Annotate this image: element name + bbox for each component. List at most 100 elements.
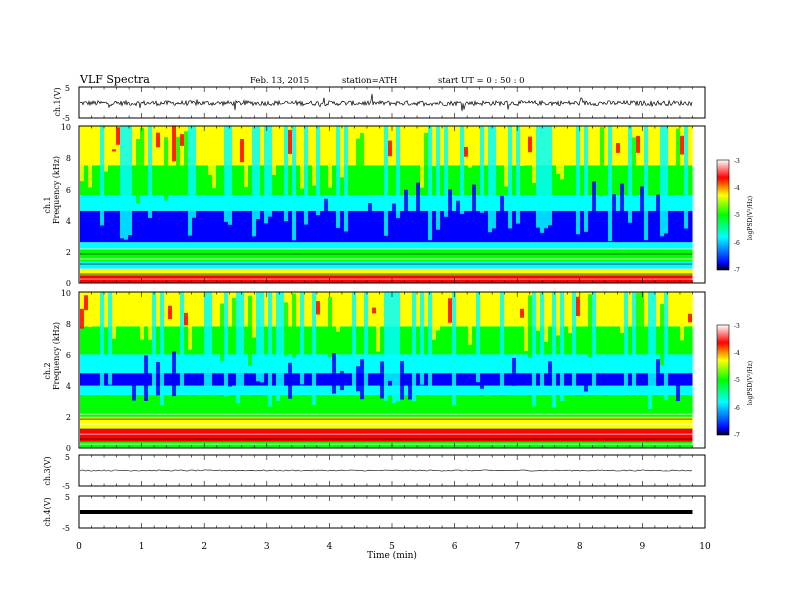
cb1-tick-4: -4 [734, 185, 740, 192]
ch2-spec-column [108, 292, 112, 385]
ch2-spec-column [228, 376, 232, 387]
ch2-spec-band [80, 394, 693, 417]
ch1-spec-line [80, 253, 693, 255]
ch1-spec-column [168, 126, 172, 162]
ch1-spec-column [172, 126, 176, 162]
ch2-spec-column [664, 292, 668, 400]
ch1-spec-column [368, 203, 372, 222]
ch1-spec-column [188, 126, 192, 236]
ch2-spec-column [352, 292, 356, 392]
ch2-spec-column [636, 292, 640, 351]
ch2-spec-column [660, 304, 664, 366]
ch1-spec-column [608, 126, 612, 241]
ch2-spec-column [556, 292, 560, 336]
ch1-colorbar-gradient [716, 159, 730, 271]
ch2-spec-column [592, 292, 596, 392]
ch2-spec-column [560, 292, 564, 401]
cb1-tick-3: -3 [734, 158, 740, 165]
ch2-spec-column [188, 292, 192, 350]
ch1-spec-band [80, 242, 693, 249]
ch2-spec-column [300, 292, 304, 385]
ch4-waveform-ylabel: ch.4(V) [43, 497, 52, 526]
ch1-spec-column [312, 126, 316, 186]
ch2-spec-column [656, 359, 660, 386]
ch2-spec-column [132, 377, 136, 401]
ch1-spec-column [620, 183, 624, 222]
ch1-spec-column [520, 126, 524, 167]
ch2-spec-column [376, 292, 380, 352]
ch1-waveform-ylabel: ch.1(V) [53, 87, 62, 116]
ch1-spec-column [112, 149, 116, 152]
ch1-spec-column [384, 126, 388, 236]
cb2-tick-6: -6 [734, 405, 740, 412]
ch1-ytick-4: 4 [66, 217, 71, 226]
ch3-ytick-top: 5 [65, 453, 70, 462]
ch2-spec-column [328, 296, 332, 358]
ch2-spectrogram-image [80, 292, 693, 448]
ch1-spec-line [80, 248, 693, 250]
ch1-spec-column [420, 126, 424, 188]
ch2-spec-column [360, 359, 364, 400]
ch1-spec-column [116, 127, 120, 145]
ch2-channel-label: ch.2 [43, 362, 52, 379]
ch2-spec-column [160, 292, 164, 406]
ch2-spec-column [432, 292, 436, 340]
x-axis: 0 1 2 3 4 5 6 7 8 9 10 Time (min) [76, 542, 711, 561]
xtick-5: 5 [389, 542, 395, 552]
ch2-ytick-2: 2 [66, 413, 71, 422]
ch2-spec-column [640, 292, 644, 347]
x-axis-label: Time (min) [367, 550, 417, 561]
ch3-waveform-ticks [78, 455, 706, 486]
header-start-time: start UT = 0 : 50 : 0 [438, 76, 525, 86]
ch2-spec-column [356, 366, 360, 392]
ch2-spectrogram-panel: 10 8 6 4 2 0 ch.2 Frequency (kHz) [43, 289, 706, 453]
ch4-ytick-bottom: -5 [62, 524, 70, 533]
ch1-spec-column [468, 126, 472, 168]
ch1-ytick-0: 0 [66, 279, 71, 288]
ch1-spec-column [192, 126, 196, 218]
ch2-ytick-4: 4 [66, 382, 71, 391]
ch2-spec-column [524, 292, 528, 351]
ch2-spec-column [388, 292, 392, 381]
ch1-spec-column [480, 126, 484, 213]
cb2-tick-4: -4 [734, 350, 740, 357]
ch1-spec-column [532, 126, 536, 183]
ch1-spec-column [244, 126, 248, 187]
ch1-spec-column [288, 129, 292, 154]
ch1-spec-column [656, 194, 660, 228]
ch2-spec-column [624, 292, 628, 393]
cb2-tick-5: -5 [734, 377, 740, 384]
ch2-spec-column [400, 360, 404, 400]
ch2-spec-column [256, 292, 260, 382]
ch1-spec-line [80, 278, 693, 280]
ch2-ytick-10: 10 [61, 289, 71, 298]
ch1-spec-column [396, 126, 400, 219]
ch1-spec-column [424, 132, 428, 180]
ch2-spec-column [552, 292, 556, 408]
ch2-spec-column [364, 292, 368, 390]
ch1-spec-column [328, 126, 332, 188]
ch2-spec-column [648, 292, 652, 409]
ch2-spec-column [236, 292, 240, 404]
ch2-spec-column [576, 296, 580, 317]
ch1-spec-column [600, 127, 604, 197]
ch2-spec-column [372, 307, 376, 314]
ch1-spec-column [548, 126, 552, 226]
ch2-colorbar-gradient [716, 324, 730, 436]
ch2-spec-column [572, 292, 576, 395]
ch1-spec-column [640, 186, 644, 225]
ch1-spec-column [156, 132, 160, 148]
ch1-spec-column [252, 126, 256, 237]
ch1-spec-column [316, 126, 320, 216]
ch1-ytick-6: 6 [66, 186, 71, 195]
ch1-spec-column [336, 126, 340, 229]
ch1-spec-column [540, 126, 544, 233]
ch1-spec-line [80, 263, 693, 265]
ch2-spec-line [80, 428, 693, 430]
ch1-spec-column [464, 146, 468, 157]
ch2-spec-band [80, 416, 693, 430]
ch1-waveform-trace [79, 93, 693, 112]
ch3-waveform-trace [79, 469, 693, 472]
ch2-spec-column [480, 376, 484, 389]
ch2-spec-band [80, 441, 693, 448]
